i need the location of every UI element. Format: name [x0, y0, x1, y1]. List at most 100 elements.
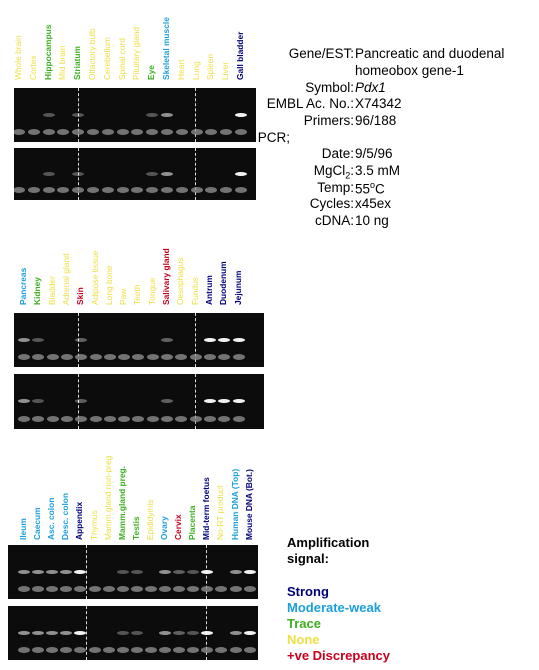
info-key-gene: Gene/EST: [288, 46, 354, 61]
product-band [235, 172, 247, 176]
product-band [201, 570, 214, 574]
info-key-embl: EMBL Ac. No.: [266, 96, 354, 111]
panel-3-gel-top [8, 545, 258, 599]
lane-label: Heart [175, 59, 186, 80]
lane-label: Duodenum [218, 261, 229, 305]
lane-label: Human DNA (Top) [229, 468, 240, 540]
product-band [243, 631, 256, 635]
lane-separator [195, 148, 196, 200]
product-band [232, 399, 245, 403]
primer-band [187, 647, 200, 653]
lane-label: Jejunum [232, 270, 243, 305]
product-band [161, 338, 173, 342]
primer-band [215, 647, 228, 653]
lane-separator [86, 545, 87, 599]
primer-band [116, 586, 129, 592]
primer-band [60, 586, 73, 592]
primer-band [42, 129, 55, 135]
primer-band [74, 647, 87, 653]
primer-band [235, 129, 247, 135]
primer-band [18, 647, 30, 653]
legend-title-line2: signal: [287, 551, 329, 566]
primer-band [161, 416, 173, 422]
lane-label: Pancreas [18, 267, 28, 305]
primer-band [18, 416, 30, 422]
info-value-symbol: Pdx1 [355, 80, 386, 95]
product-band [42, 172, 55, 176]
legend-item-moderate: Moderate-weak [287, 600, 381, 615]
primer-band [87, 187, 99, 193]
lane-label: Cortex [27, 55, 38, 80]
info-value-mgcl: 3.5 mM [355, 163, 401, 178]
lane-label: Spleen [205, 53, 216, 80]
lane-label: Teeth [132, 284, 143, 306]
info-key-pcr: PCR; [257, 130, 290, 145]
product-band [159, 570, 171, 574]
primer-band [103, 416, 116, 422]
primer-band [132, 354, 145, 360]
product-band [218, 399, 231, 403]
primer-band [173, 647, 186, 653]
lane-separator [195, 88, 196, 142]
info-value-date: 9/5/96 [355, 146, 393, 161]
legend-item-trace: Trace [287, 616, 321, 631]
primer-band [175, 354, 188, 360]
product-band [173, 631, 186, 635]
primer-band [57, 129, 70, 135]
product-band [243, 570, 256, 574]
primer-band [32, 416, 45, 422]
product-band [116, 631, 129, 635]
primer-band [205, 129, 218, 135]
lane-label: Adipose tissue [89, 250, 100, 305]
product-band [74, 570, 87, 574]
lane-label: Skin [75, 287, 86, 305]
product-band [229, 631, 242, 635]
product-band [18, 631, 30, 635]
product-band [203, 399, 216, 403]
primer-band [161, 354, 173, 360]
primer-band [42, 187, 55, 193]
info-value-cdna: 10 ng [355, 213, 389, 228]
primer-band [87, 129, 99, 135]
primer-band [27, 129, 40, 135]
lane-label: Mamm.gland preg. [116, 466, 127, 540]
legend-item-discrepancy: +ve Discrepancy [287, 648, 390, 663]
primer-band [116, 187, 129, 193]
primer-band [132, 416, 145, 422]
product-band [32, 570, 45, 574]
lane-label: Hippocampus [42, 24, 53, 80]
primer-band [102, 586, 115, 592]
primer-band [118, 416, 131, 422]
product-band [72, 172, 85, 176]
lane-label: Spinal cord [116, 38, 127, 80]
primer-band [144, 647, 157, 653]
lane-label: Desc. colon [60, 492, 71, 540]
panel-1-gel-bottom [14, 148, 256, 200]
lane-label: Mamm.gland non-preg [102, 455, 113, 540]
lane-label: Salivary gland [161, 248, 171, 305]
info-key-symbol: Symbol: [305, 80, 354, 95]
primer-band [130, 647, 143, 653]
lane-label: Long bone [103, 265, 114, 305]
primer-band [144, 586, 157, 592]
lane-label: Liver [220, 61, 231, 80]
panel-3-gel-bottom [8, 606, 258, 660]
primer-band [18, 354, 30, 360]
primer-band [146, 187, 159, 193]
product-band [235, 113, 247, 117]
product-band [201, 631, 214, 635]
info-key-mgcl: MgCl2: [313, 163, 354, 181]
info-key-date: Date: [321, 146, 354, 161]
lane-label: Tongue [146, 277, 157, 305]
primer-band [201, 586, 214, 592]
primer-band [229, 586, 242, 592]
lane-separator [195, 313, 196, 367]
info-value-gene-line2: homeobox gene-1 [355, 63, 464, 78]
primer-band [232, 416, 245, 422]
primer-band [190, 187, 203, 193]
primer-band [14, 129, 25, 135]
primer-band [46, 647, 59, 653]
product-band [46, 631, 59, 635]
lane-label: Placenta [187, 505, 198, 540]
product-band [159, 631, 171, 635]
